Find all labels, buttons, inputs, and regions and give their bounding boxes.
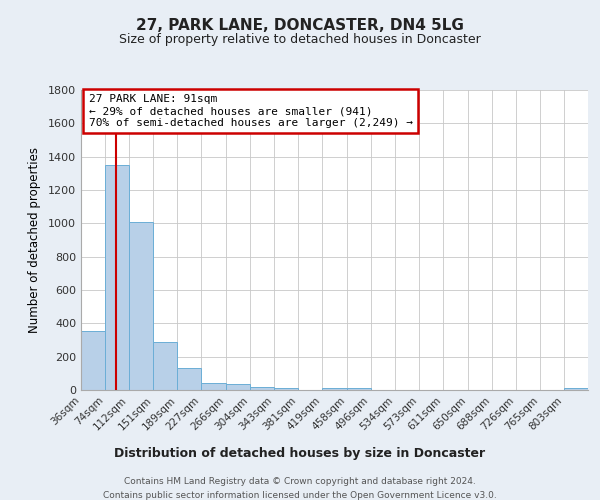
Text: Contains HM Land Registry data © Crown copyright and database right 2024.: Contains HM Land Registry data © Crown c…	[124, 478, 476, 486]
Bar	[129, 222, 154, 390]
Text: Size of property relative to detached houses in Doncaster: Size of property relative to detached ho…	[119, 32, 481, 46]
Bar	[81, 331, 105, 390]
Text: Contains public sector information licensed under the Open Government Licence v3: Contains public sector information licen…	[103, 491, 497, 500]
Text: 27, PARK LANE, DONCASTER, DN4 5LG: 27, PARK LANE, DONCASTER, DN4 5LG	[136, 18, 464, 32]
Text: 27 PARK LANE: 91sqm
← 29% of detached houses are smaller (941)
70% of semi-detac: 27 PARK LANE: 91sqm ← 29% of detached ho…	[89, 94, 413, 128]
Bar	[154, 342, 178, 390]
Bar	[347, 388, 371, 390]
Bar	[178, 368, 201, 390]
Bar	[201, 384, 226, 390]
Bar	[250, 386, 274, 390]
Bar	[105, 165, 129, 390]
Text: Distribution of detached houses by size in Doncaster: Distribution of detached houses by size …	[115, 448, 485, 460]
Y-axis label: Number of detached properties: Number of detached properties	[28, 147, 41, 333]
Bar	[322, 388, 347, 390]
Bar	[226, 384, 250, 390]
Bar	[564, 388, 588, 390]
Bar	[274, 388, 298, 390]
